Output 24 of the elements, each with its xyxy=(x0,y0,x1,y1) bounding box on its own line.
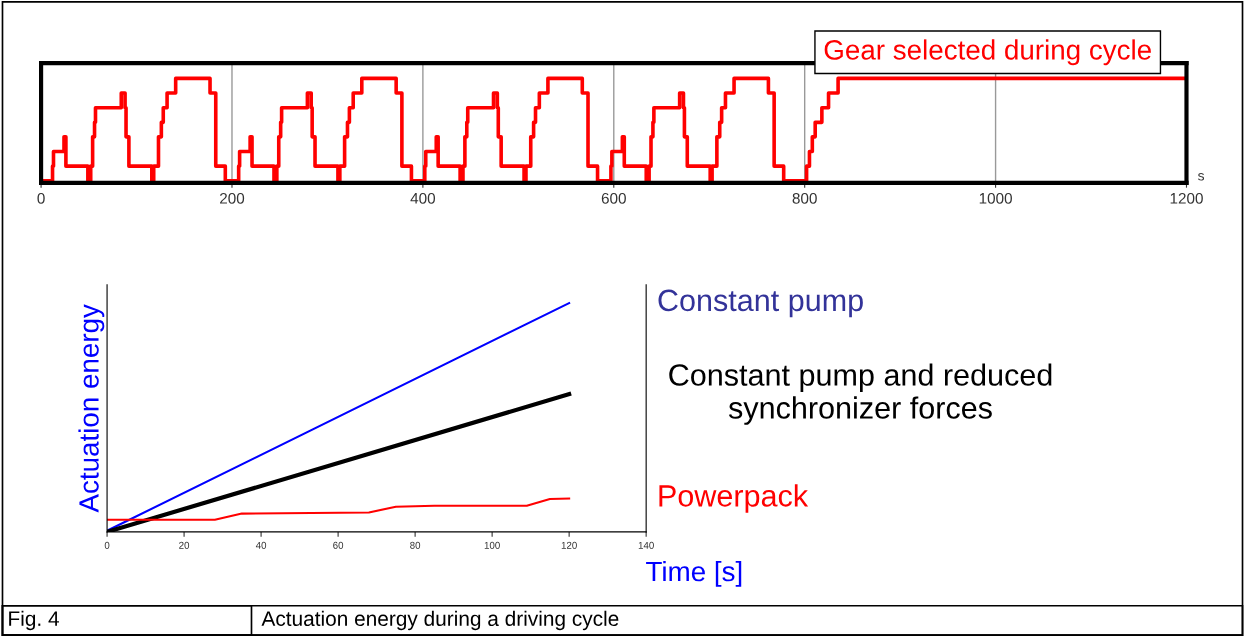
y-axis-title: Actuation energy xyxy=(78,304,105,513)
x-tick-label: 600 xyxy=(601,192,626,204)
x-tick-label: 1000 xyxy=(979,192,1012,204)
x-tick-label: 20 xyxy=(179,541,190,549)
x-axis-title: Time [s] xyxy=(646,560,742,587)
x-tick-label: 80 xyxy=(410,541,421,549)
text: Powerpack xyxy=(659,484,809,513)
x-axis-title: s xyxy=(1197,172,1205,181)
x-tick-label: 0 xyxy=(37,192,45,204)
x-tick-label: 1200 xyxy=(1170,192,1203,204)
x-tick-label: 120 xyxy=(561,541,577,549)
x-tick-label: 60 xyxy=(333,541,344,549)
x-tick-label: 0 xyxy=(104,541,110,549)
text: Actuation energy during a driving cycle xyxy=(261,610,619,631)
x-tick-label: 100 xyxy=(484,541,500,549)
text: Constant pump and reduced synchronizer forces xyxy=(669,363,1052,425)
x-tick-label: 40 xyxy=(255,541,267,549)
x-tick-label: 200 xyxy=(220,192,245,204)
x-tick-label: 140 xyxy=(638,541,654,549)
x-tick-label: 400 xyxy=(410,192,436,204)
caption: Fig. 4 xyxy=(9,610,59,631)
chart-title: Gear selected during cycle xyxy=(824,39,1151,66)
x-tick-label: 800 xyxy=(792,192,817,204)
text: Constant pump xyxy=(658,289,863,318)
